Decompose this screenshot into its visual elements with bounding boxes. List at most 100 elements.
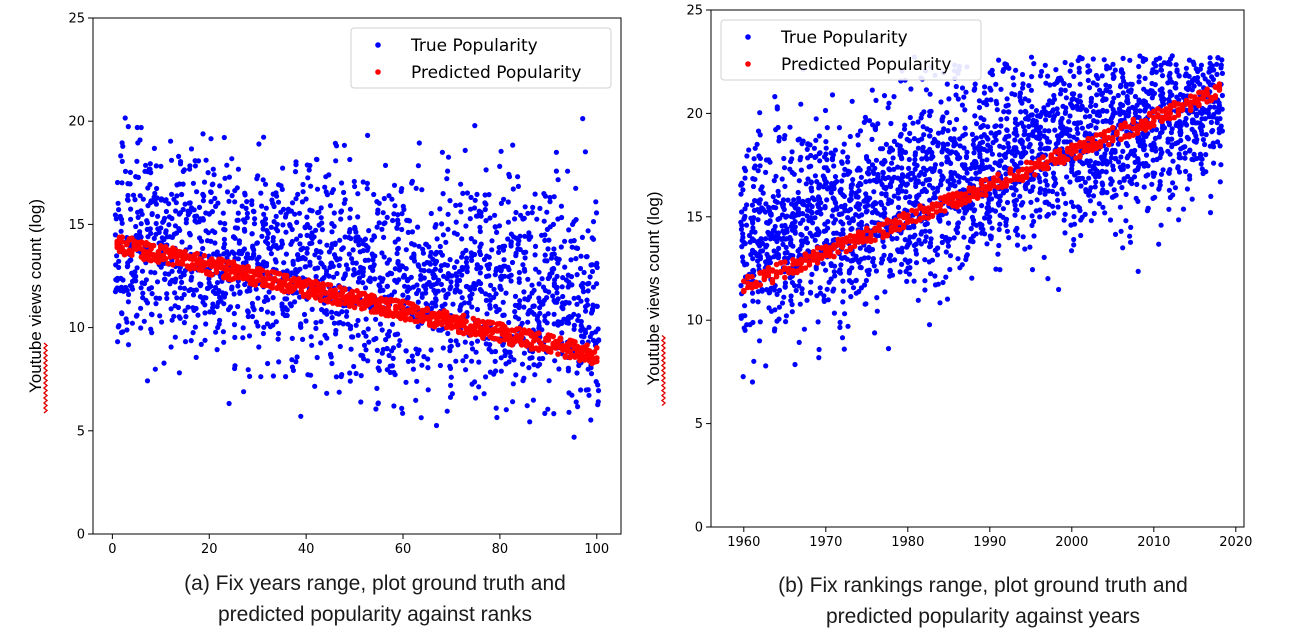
true-point [468, 296, 474, 302]
true-point [281, 260, 287, 266]
true-point [500, 342, 506, 348]
true-point [815, 319, 821, 325]
true-point [738, 226, 745, 232]
true-point [803, 181, 809, 187]
true-point [1031, 233, 1037, 239]
true-point [483, 297, 489, 303]
true-point [590, 236, 597, 242]
true-point [526, 230, 532, 236]
true-point [526, 365, 532, 371]
true-point [918, 169, 924, 176]
true-point [992, 208, 999, 214]
true-point [740, 258, 746, 265]
true-point [300, 181, 306, 188]
true-point [899, 261, 905, 267]
true-point [305, 175, 311, 181]
true-point [493, 268, 499, 274]
true-point [270, 373, 276, 379]
true-point [594, 260, 600, 266]
true-point [138, 124, 144, 131]
true-point [169, 317, 175, 323]
true-point [244, 199, 250, 205]
true-point [360, 280, 366, 286]
true-point [324, 335, 330, 341]
predicted-point [414, 318, 421, 325]
true-point [841, 141, 847, 147]
true-point [124, 287, 130, 293]
true-point [376, 200, 382, 206]
true-point [421, 354, 427, 360]
predicted-point [351, 304, 358, 311]
true-point [788, 293, 794, 299]
true-point [1071, 73, 1077, 79]
true-point [1085, 77, 1091, 83]
true-point [960, 187, 966, 193]
true-point [539, 276, 545, 282]
true-point [549, 251, 555, 258]
true-point [568, 257, 574, 263]
true-point [1038, 187, 1044, 193]
true-point [215, 299, 221, 306]
true-point [336, 389, 342, 395]
true-point [1085, 63, 1091, 69]
predicted-point [475, 320, 481, 327]
true-point [365, 358, 371, 364]
true-point [870, 256, 877, 262]
true-point [300, 336, 306, 342]
true-point [920, 124, 926, 130]
true-point [980, 226, 986, 232]
true-point [897, 143, 903, 149]
true-point [984, 211, 990, 217]
true-point [776, 245, 782, 251]
true-point [153, 163, 159, 169]
true-point [875, 172, 881, 179]
true-point [280, 222, 286, 228]
true-point [313, 325, 319, 331]
true-point [1070, 159, 1076, 165]
true-point [547, 199, 553, 205]
true-point [1062, 59, 1068, 66]
true-point [970, 233, 977, 239]
true-series [738, 53, 1225, 385]
true-point [200, 198, 206, 204]
true-point [363, 347, 369, 353]
true-point [1083, 189, 1089, 195]
true-point [584, 254, 590, 260]
true-point [515, 246, 521, 252]
true-point [872, 220, 878, 226]
true-point [494, 414, 500, 421]
true-point [857, 245, 863, 251]
true-point [333, 158, 339, 164]
true-point [333, 327, 339, 334]
true-point [866, 165, 872, 172]
true-point [1090, 56, 1096, 62]
true-point [773, 205, 779, 211]
true-point [1051, 113, 1058, 119]
true-point [1052, 127, 1058, 133]
true-point [473, 349, 479, 355]
true-point [760, 248, 766, 254]
true-point [1062, 230, 1068, 236]
true-point [894, 235, 900, 241]
true-point [1047, 82, 1053, 88]
true-point [1012, 212, 1018, 218]
true-point [1004, 228, 1011, 234]
predicted-point [182, 248, 188, 255]
true-point [750, 256, 756, 262]
true-point [1018, 109, 1024, 115]
true-point [1078, 232, 1084, 239]
y-axis-label: Youtube views count (log) [26, 199, 45, 393]
true-point [931, 195, 937, 201]
true-point [1127, 233, 1133, 239]
true-point [796, 136, 803, 142]
predicted-point [317, 292, 324, 299]
true-point [1054, 191, 1060, 197]
true-point [811, 197, 817, 203]
true-point [887, 167, 893, 173]
true-point [302, 256, 308, 262]
true-point [895, 164, 901, 170]
true-point [380, 287, 386, 293]
true-point [148, 198, 154, 204]
true-point [573, 217, 579, 223]
